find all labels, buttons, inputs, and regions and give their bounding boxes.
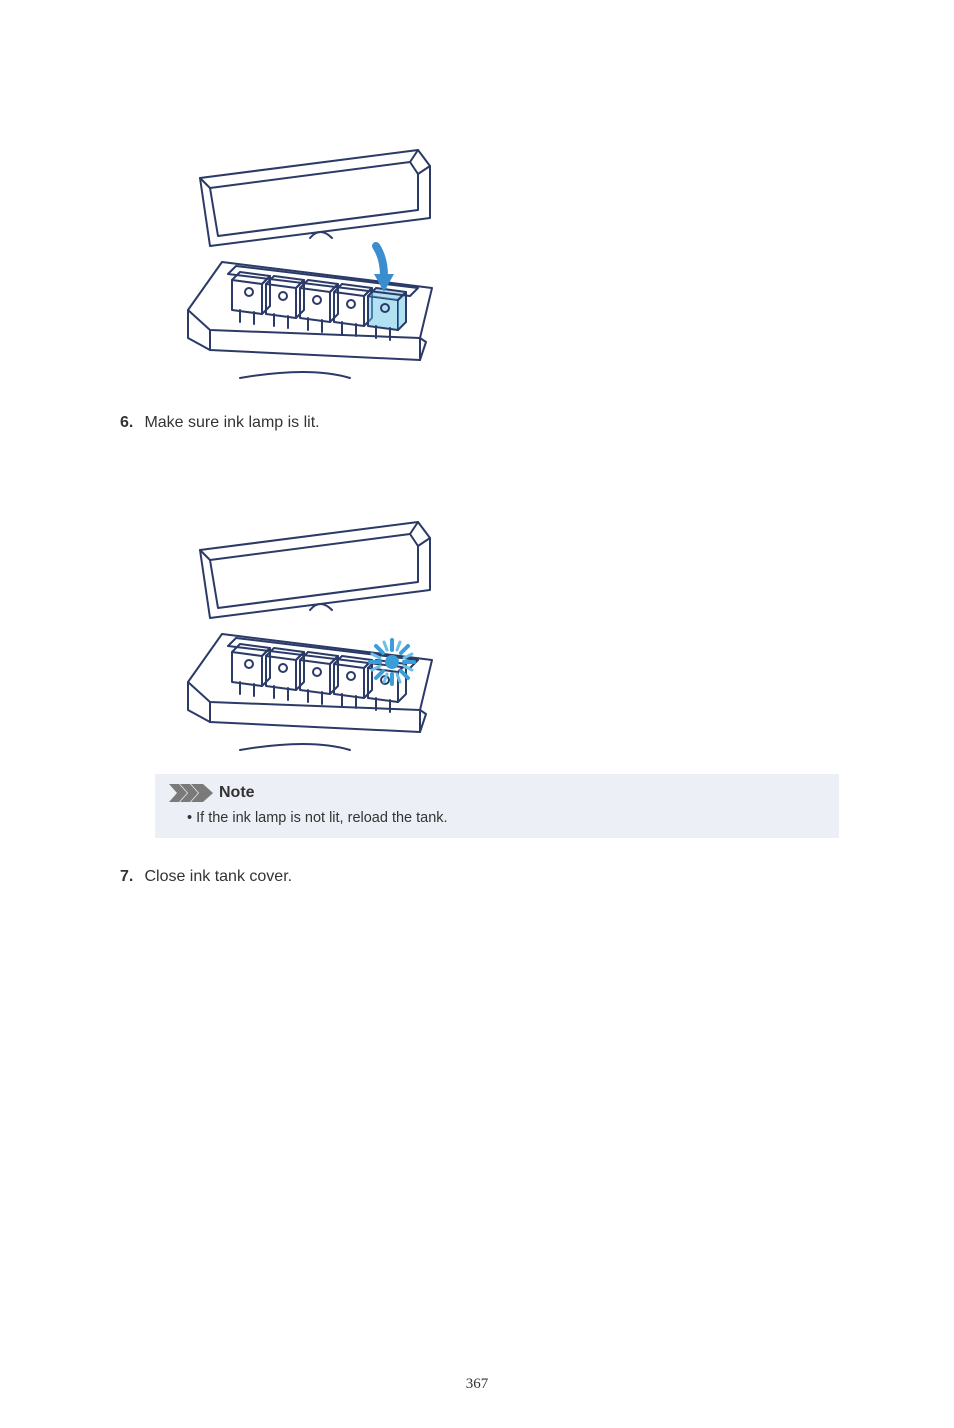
note-box: Note If the ink lamp is not lit, reload … bbox=[155, 774, 839, 838]
step-number: 6. bbox=[120, 414, 140, 432]
note-bullet: If the ink lamp is not lit, reload the t… bbox=[187, 810, 825, 826]
step-text: Make sure ink lamp is lit. bbox=[144, 414, 319, 431]
step-7: 7. Close ink tank cover. bbox=[120, 868, 854, 886]
step-number: 7. bbox=[120, 868, 140, 886]
manual-page: 6. Make sure ink lamp is lit. bbox=[0, 78, 954, 1428]
figure-insert-ink-tank bbox=[170, 78, 460, 386]
note-header: Note bbox=[169, 784, 825, 802]
note-title: Note bbox=[219, 784, 255, 802]
page-number: 367 bbox=[0, 1376, 954, 1393]
step-text: Close ink tank cover. bbox=[144, 868, 292, 885]
step-6: 6. Make sure ink lamp is lit. bbox=[120, 414, 854, 432]
ink-lamp-glow-icon bbox=[370, 640, 414, 684]
note-chevron-icon bbox=[169, 784, 213, 802]
figure-ink-lamp-lit bbox=[170, 450, 460, 758]
